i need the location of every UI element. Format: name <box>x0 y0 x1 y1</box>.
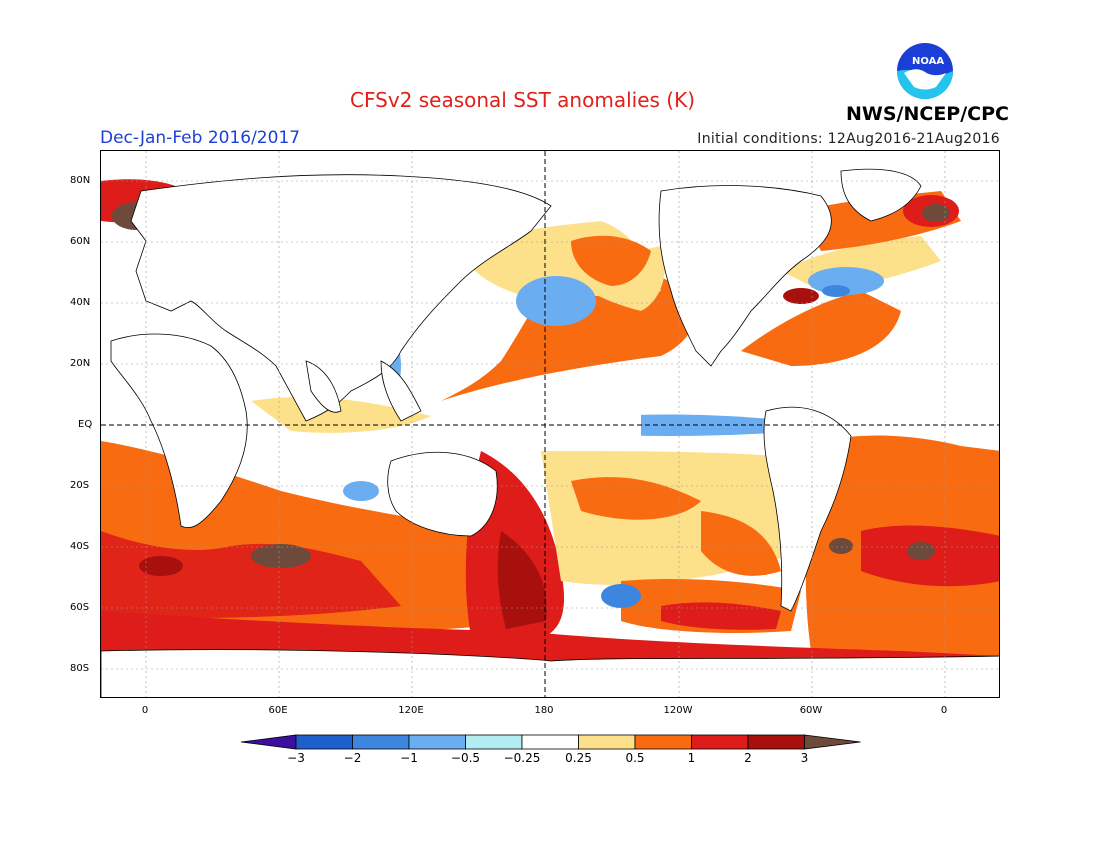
colorbar-swatch-4 <box>465 734 523 750</box>
colorbar-swatch-2 <box>352 734 410 750</box>
lat-label-20s: 20S <box>70 480 90 491</box>
colorbar-label: 3 <box>800 751 809 765</box>
colorbar-swatch-5 <box>521 734 579 750</box>
season-label: Dec-Jan-Feb 2016/2017 <box>100 128 301 148</box>
lat-label-60n: 60N <box>70 236 91 247</box>
map-title: CFSv2 seasonal SST anomalies (K) <box>350 88 695 112</box>
lat-label-eq: EQ <box>78 419 93 430</box>
logo-text: NOAA <box>912 56 945 67</box>
colorbar-label: −2 <box>343 751 362 765</box>
lon-label-0: 0 <box>141 705 149 716</box>
lon-label-180: 180 <box>534 705 554 716</box>
colorbar-label: 2 <box>744 751 752 765</box>
noaa-logo: NOAA <box>896 42 954 100</box>
colorbar-label: −0.5 <box>450 751 481 765</box>
initial-conditions-label: Initial conditions: 12Aug2016-21Aug2016 <box>697 131 1000 147</box>
colorbar-label: 1 <box>687 751 696 765</box>
colorbar-swatch-1 <box>295 734 353 750</box>
colorbar-swatch-10 <box>804 734 861 750</box>
colorbar <box>240 734 861 750</box>
colorbar-label: 0.25 <box>565 751 592 765</box>
colorbar-swatch-7 <box>634 734 692 750</box>
lat-label-60s: 60S <box>70 602 90 613</box>
colorbar-swatch-3 <box>408 734 466 750</box>
lat-label-20n: 20N <box>70 358 91 369</box>
land-outlines <box>101 168 999 697</box>
sst-anomaly-map <box>100 150 1000 698</box>
lon-label-120e: 120E <box>398 705 424 716</box>
colorbar-label: −1 <box>400 751 418 765</box>
colorbar-label: −0.25 <box>503 751 541 765</box>
agency-label: NWS/NCEP/CPC <box>846 103 1009 125</box>
lat-label-80n: 80N <box>70 175 91 186</box>
colorbar-swatch-9 <box>747 734 805 750</box>
lat-label-40s: 40S <box>70 541 90 552</box>
colorbar-swatch-8 <box>691 734 749 750</box>
colorbar-label: 0.5 <box>625 751 645 765</box>
lon-label-120w: 120W <box>663 705 693 716</box>
lon-label-60w: 60W <box>799 705 823 716</box>
lon-label-60e: 60E <box>268 705 288 716</box>
colorbar-swatch-6 <box>578 734 636 750</box>
colorbar-swatch-0 <box>240 734 297 750</box>
colorbar-label: −3 <box>287 751 305 765</box>
lat-label-80s: 80S <box>70 663 90 674</box>
lon-label-0-east: 0 <box>940 705 948 716</box>
graticule <box>101 151 999 697</box>
lat-label-40n: 40N <box>70 297 91 308</box>
